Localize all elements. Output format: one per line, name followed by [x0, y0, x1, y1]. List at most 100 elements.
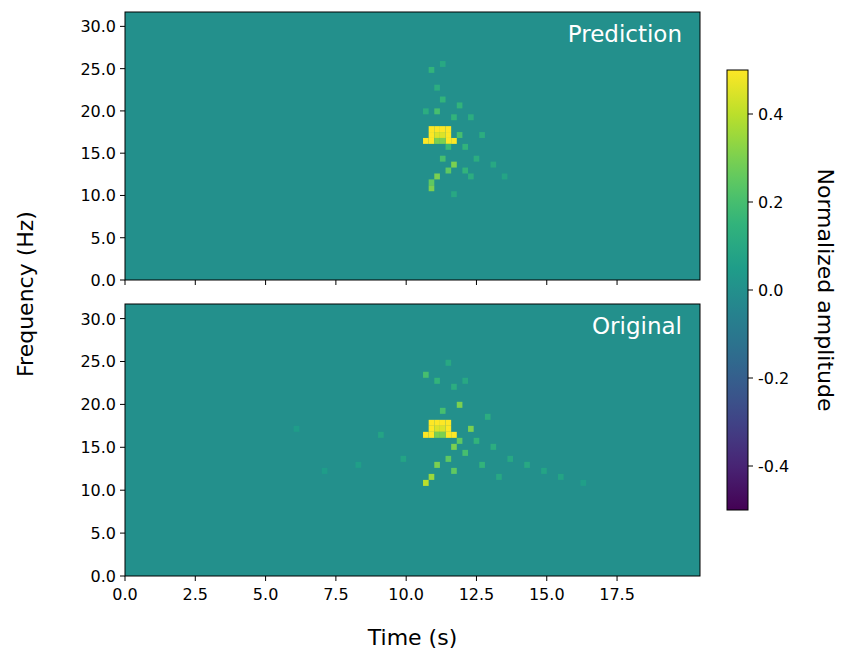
cell	[491, 444, 497, 450]
cell	[429, 126, 435, 132]
cell	[423, 372, 429, 378]
cell	[479, 462, 485, 468]
cell	[440, 408, 446, 414]
panel-title: Original	[592, 313, 682, 339]
y-tick-label: 15.0	[80, 144, 116, 163]
cell	[462, 450, 468, 456]
y-tick-label: 30.0	[80, 310, 116, 329]
y-tick-label: 10.0	[80, 186, 116, 205]
x-tick	[195, 576, 196, 581]
cell	[434, 173, 440, 179]
cell	[429, 138, 435, 144]
cells	[423, 61, 507, 197]
cell	[434, 108, 440, 114]
cell	[429, 426, 435, 432]
cell	[434, 462, 440, 468]
cell	[440, 156, 446, 162]
cell	[440, 61, 446, 67]
cell	[446, 168, 452, 174]
colorbar-tick	[748, 378, 753, 379]
cell	[440, 126, 446, 132]
cell	[457, 102, 463, 108]
colorbar-tick	[748, 290, 753, 291]
colorbar-tick	[748, 466, 753, 467]
cell	[429, 432, 435, 438]
cell	[451, 114, 457, 120]
x-tick	[617, 280, 618, 285]
colorbar-tick-label: 0.0	[758, 281, 783, 300]
colorbar: -0.4-0.20.00.20.4Normalized amplitude	[727, 70, 838, 510]
cell	[423, 108, 429, 114]
cell	[451, 468, 457, 474]
cell	[502, 173, 508, 179]
cell	[429, 132, 435, 138]
cell	[468, 173, 474, 179]
y-tick-label: 15.0	[80, 438, 116, 457]
y-tick	[120, 533, 125, 534]
x-tick-label: 10.0	[388, 585, 424, 604]
x-tick	[265, 576, 266, 581]
plot-frame	[125, 12, 700, 280]
y-tick	[120, 26, 125, 27]
cell	[524, 462, 530, 468]
cell	[451, 162, 457, 168]
x-tick-label: 0.0	[112, 585, 137, 604]
x-tick	[335, 280, 336, 285]
y-tick-label: 0.0	[91, 567, 116, 586]
colorbar-tick-label: -0.4	[758, 457, 789, 476]
cell	[468, 426, 474, 432]
cell	[541, 468, 547, 474]
cell	[322, 468, 328, 474]
chart: 0.05.010.015.020.025.030.0Prediction0.05…	[0, 0, 844, 655]
cell	[507, 456, 513, 462]
y-tick	[120, 361, 125, 362]
y-tick	[120, 447, 125, 448]
cells	[294, 360, 586, 486]
cell	[479, 132, 485, 138]
cell	[446, 432, 452, 438]
y-tick-label: 20.0	[80, 395, 116, 414]
cell	[451, 384, 457, 390]
x-tick	[406, 576, 407, 581]
x-tick	[125, 576, 126, 581]
cell	[451, 191, 457, 197]
y-tick-label: 10.0	[80, 481, 116, 500]
cell	[434, 85, 440, 91]
y-tick-label: 30.0	[80, 17, 116, 36]
x-tick	[406, 280, 407, 285]
cell	[474, 438, 480, 444]
y-tick-label: 25.0	[80, 60, 116, 79]
y-tick-label: 25.0	[80, 352, 116, 371]
panel-title: Prediction	[568, 21, 682, 47]
x-tick	[195, 280, 196, 285]
plot-frame	[125, 304, 700, 576]
cell	[446, 144, 452, 150]
y-tick-label: 20.0	[80, 102, 116, 121]
cell	[451, 138, 457, 144]
y-tick	[120, 153, 125, 154]
x-tick	[476, 280, 477, 285]
x-tick-label: 12.5	[459, 585, 495, 604]
x-tick	[335, 576, 336, 581]
cell	[496, 474, 502, 480]
cell	[451, 444, 457, 450]
cell	[474, 156, 480, 162]
cell	[451, 432, 457, 438]
cell	[434, 378, 440, 384]
x-tick	[617, 576, 618, 581]
plot-background	[125, 12, 700, 280]
y-tick	[120, 576, 125, 577]
cell	[429, 185, 435, 191]
y-tick	[120, 68, 125, 69]
cell	[434, 426, 440, 432]
cell	[462, 378, 468, 384]
cell	[429, 474, 435, 480]
colorbar-tick	[748, 114, 753, 115]
x-tick	[476, 576, 477, 581]
cell	[468, 114, 474, 120]
panel: 0.05.010.015.020.025.030.00.02.55.07.510…	[80, 304, 700, 604]
cell	[558, 474, 564, 480]
cell	[434, 132, 440, 138]
colorbar-tick-label: 0.4	[758, 105, 783, 124]
y-tick	[120, 110, 125, 111]
